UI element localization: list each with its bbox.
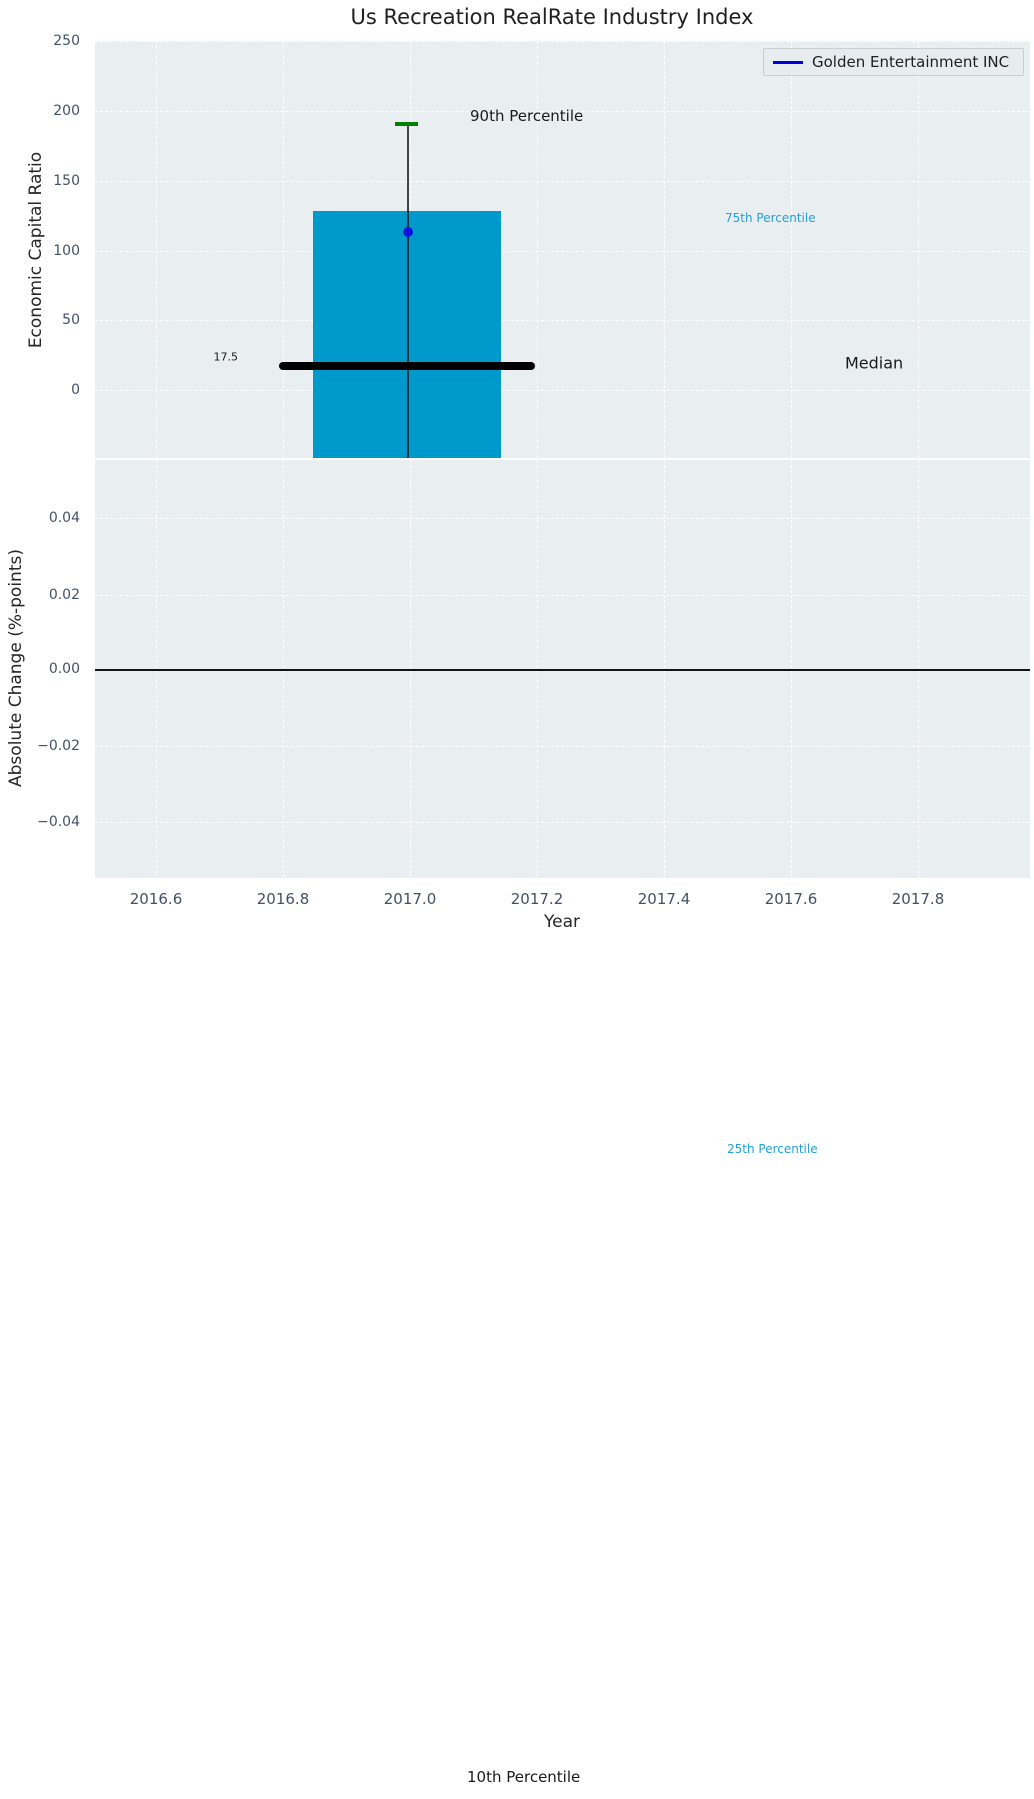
xtick-2017-0: 2017.0 bbox=[383, 890, 437, 908]
ytick-bottom-neg004: −0.04 bbox=[37, 814, 80, 830]
xtick-2016-6: 2016.6 bbox=[129, 890, 183, 908]
ytick-top-250: 250 bbox=[53, 33, 80, 49]
xtick-2016-8: 2016.8 bbox=[256, 890, 310, 908]
p75-annotation: 75th Percentile bbox=[725, 211, 816, 225]
median-annotation: Median bbox=[845, 353, 904, 373]
gridline-horizontal bbox=[95, 181, 1030, 182]
gridline-horizontal bbox=[95, 746, 1030, 747]
p90-cap-marker bbox=[395, 122, 418, 126]
xtick-2017-8: 2017.8 bbox=[891, 890, 945, 908]
median-line bbox=[279, 362, 535, 370]
company-data-point bbox=[403, 227, 413, 237]
ytick-bottom-002: 0.02 bbox=[48, 587, 80, 603]
chart-title: Us Recreation RealRate Industry Index bbox=[350, 5, 754, 29]
ytick-top-100: 100 bbox=[53, 243, 80, 259]
ytick-bottom-000: 0.00 bbox=[48, 661, 80, 677]
bottom-subplot bbox=[95, 460, 1030, 878]
p90-annotation: 90th Percentile bbox=[470, 107, 584, 125]
top-subplot: 90th Percentile 75th Percentile Median 1… bbox=[95, 41, 1030, 458]
gridline-horizontal bbox=[95, 518, 1030, 519]
ytick-top-150: 150 bbox=[53, 173, 80, 189]
p10-annotation: 10th Percentile bbox=[467, 1768, 581, 1786]
zero-reference-line bbox=[95, 669, 1030, 671]
gridline-vertical bbox=[156, 41, 157, 458]
gridline-horizontal bbox=[95, 822, 1030, 823]
p25-annotation: 25th Percentile bbox=[727, 1142, 818, 1156]
legend-line-swatch-icon bbox=[773, 60, 803, 64]
xtick-2017-4: 2017.4 bbox=[637, 890, 691, 908]
legend-label: Golden Entertainment INC bbox=[812, 53, 1010, 71]
gridline-horizontal bbox=[95, 595, 1030, 596]
y-axis-label-top: Economic Capital Ratio bbox=[26, 151, 46, 349]
ytick-top-0: 0 bbox=[71, 382, 80, 398]
y-axis-label-bottom: Absolute Change (%-points) bbox=[6, 549, 26, 787]
gridline-vertical bbox=[537, 41, 538, 458]
x-axis-label: Year bbox=[544, 912, 580, 932]
xtick-2017-6: 2017.6 bbox=[764, 890, 818, 908]
gridline-vertical bbox=[664, 41, 665, 458]
gridline-horizontal bbox=[95, 251, 1030, 252]
ytick-top-50: 50 bbox=[62, 312, 80, 328]
ytick-bottom-004: 0.04 bbox=[48, 510, 80, 526]
ytick-bottom-neg002: −0.02 bbox=[37, 738, 80, 754]
gridline-vertical bbox=[283, 41, 284, 458]
gridline-horizontal bbox=[95, 41, 1030, 42]
gridline-horizontal bbox=[95, 390, 1030, 391]
median-value-label: 17.5 bbox=[213, 350, 239, 364]
ytick-top-200: 200 bbox=[53, 103, 80, 119]
gridline-horizontal bbox=[95, 111, 1030, 112]
whisker-line bbox=[407, 124, 409, 458]
gridline-horizontal bbox=[95, 320, 1030, 321]
gridline-vertical bbox=[918, 41, 919, 458]
gridline-vertical bbox=[791, 41, 792, 458]
legend: Golden Entertainment INC bbox=[763, 48, 1024, 76]
xtick-2017-2: 2017.2 bbox=[510, 890, 564, 908]
